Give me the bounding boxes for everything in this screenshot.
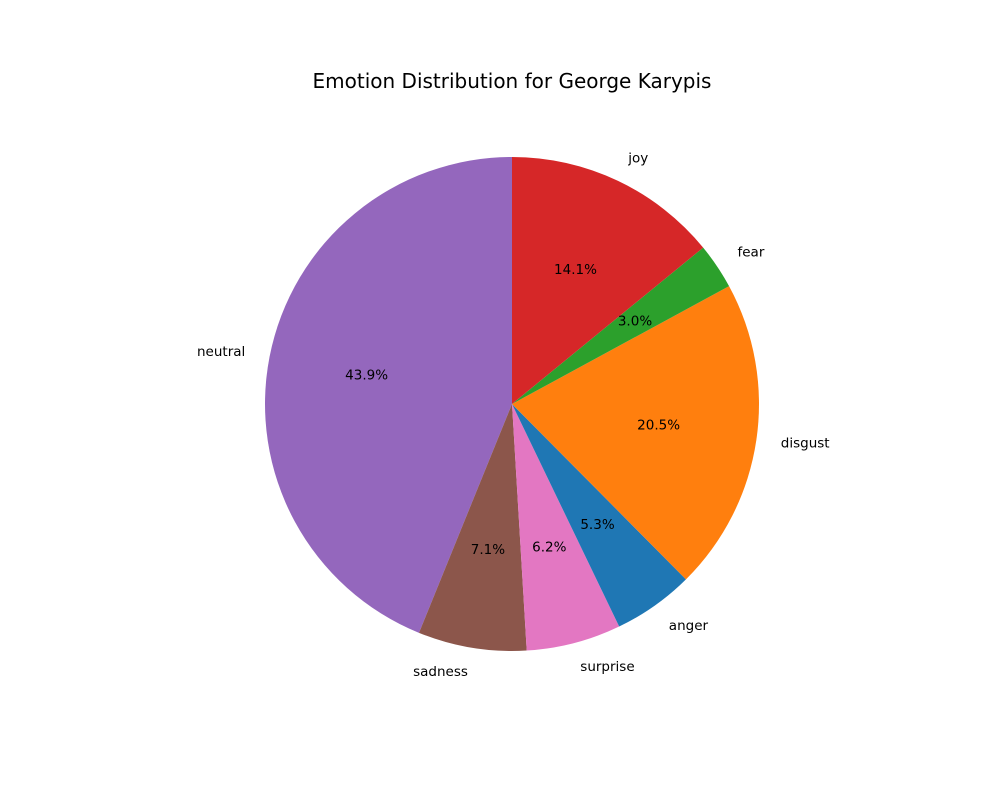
- slice-label-fear: fear: [738, 245, 765, 261]
- slice-percent-surprise: 6.2%: [532, 539, 566, 555]
- pie-slice-fear: [512, 247, 730, 404]
- slice-label-anger: anger: [669, 618, 709, 634]
- pie-slice-joy: [512, 157, 704, 404]
- slice-percent-joy: 14.1%: [554, 262, 597, 278]
- pie-slice-disgust: [512, 286, 759, 580]
- slice-percent-disgust: 20.5%: [637, 418, 680, 434]
- pie-slice-neutral: [265, 157, 512, 633]
- pie-slice-anger: [512, 404, 686, 627]
- slice-percent-sadness: 7.1%: [471, 542, 505, 558]
- slice-label-disgust: disgust: [781, 436, 830, 452]
- pie-slice-sadness: [419, 404, 527, 651]
- chart-title: Emotion Distribution for George Karypis: [313, 69, 712, 93]
- pie-labels: neutral 43.9% sadness 7.1% surprise 6.2% anger…: [197, 151, 830, 681]
- slice-percent-anger: 5.3%: [580, 517, 614, 533]
- slice-percent-fear: 3.0%: [618, 313, 652, 329]
- slice-label-neutral: neutral: [197, 344, 245, 360]
- slice-label-surprise: surprise: [580, 659, 634, 675]
- pie-slice-surprise: [512, 404, 620, 651]
- slice-label-sadness: sadness: [413, 664, 468, 680]
- slice-label-joy: joy: [627, 151, 648, 167]
- slice-percent-neutral: 43.9%: [345, 368, 388, 384]
- pie-slices: [265, 157, 759, 651]
